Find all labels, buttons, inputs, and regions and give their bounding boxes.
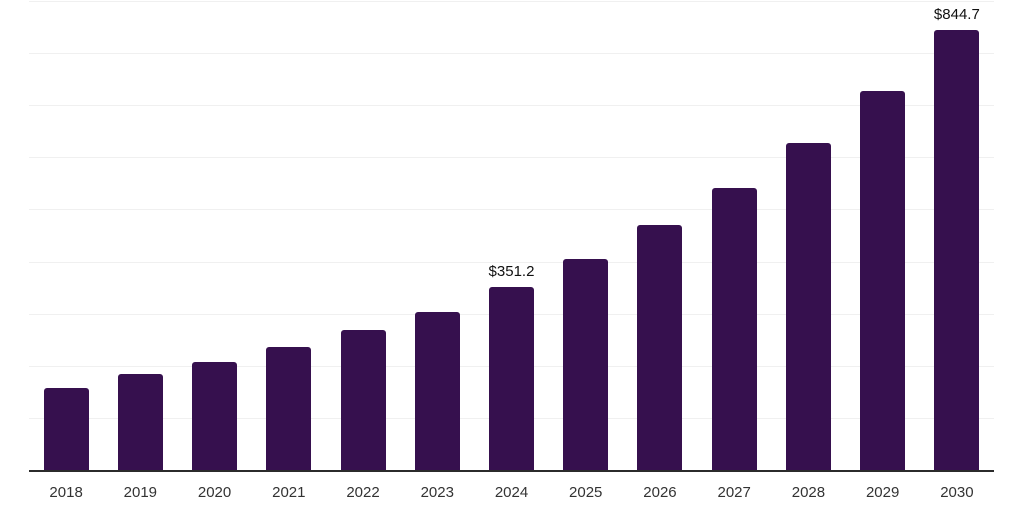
x-tick-label-2028: 2028	[791, 484, 826, 501]
bar-2030	[934, 29, 980, 470]
x-tick-label-2024: 2024	[494, 484, 529, 501]
x-tick-label-2020: 2020	[197, 484, 232, 501]
bar-2028	[785, 142, 831, 470]
bar-2019	[117, 374, 163, 470]
bar-2024	[489, 287, 534, 470]
gridline	[29, 157, 994, 159]
value-label-2024: $351.2	[488, 263, 535, 280]
gridline	[29, 105, 994, 107]
x-tick-label-2021: 2021	[272, 484, 306, 501]
bar-2029	[860, 90, 906, 470]
gridline	[29, 261, 994, 263]
bar-2027	[711, 188, 757, 470]
gridline	[29, 1, 994, 2]
gridline	[29, 209, 994, 211]
bar-2022	[340, 329, 386, 470]
bar-2021	[266, 347, 312, 470]
value-label-2030: $844.7	[933, 5, 980, 23]
x-tick-label-2019: 2019	[123, 484, 158, 501]
x-axis-line	[29, 470, 994, 472]
x-tick-label-2026: 2026	[643, 484, 677, 501]
x-tick-label-2030: 2030	[940, 484, 974, 501]
bar-2025	[563, 258, 609, 470]
x-tick-label-2023: 2023	[420, 484, 454, 501]
bar-2023	[414, 312, 460, 470]
x-tick-label-2029: 2029	[865, 484, 900, 501]
bar-2018	[43, 387, 89, 470]
plot-area: $351.2 $844.7	[29, 1, 994, 472]
x-tick-label-2027: 2027	[717, 484, 751, 501]
x-tick-label-2025: 2025	[569, 484, 603, 501]
gridline	[29, 53, 994, 55]
bar-2020	[192, 361, 238, 470]
bar-2026	[637, 225, 683, 470]
x-tick-label-2018: 2018	[49, 484, 83, 501]
x-tick-label-2022: 2022	[346, 484, 380, 501]
